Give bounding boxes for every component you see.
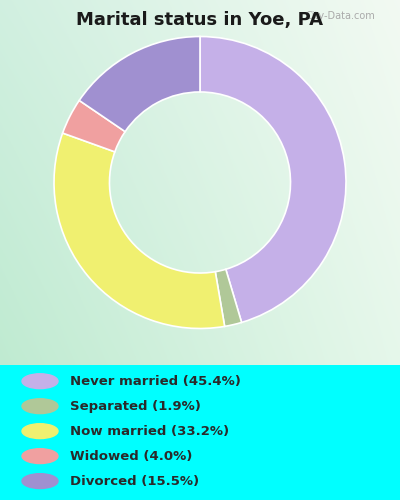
Wedge shape bbox=[79, 36, 200, 132]
Text: Never married (45.4%): Never married (45.4%) bbox=[70, 374, 241, 388]
Wedge shape bbox=[215, 270, 242, 326]
Ellipse shape bbox=[22, 474, 58, 488]
Text: Marital status in Yoe, PA: Marital status in Yoe, PA bbox=[76, 11, 324, 29]
Text: Widowed (4.0%): Widowed (4.0%) bbox=[70, 450, 192, 462]
Ellipse shape bbox=[22, 424, 58, 438]
Text: Separated (1.9%): Separated (1.9%) bbox=[70, 400, 201, 412]
Ellipse shape bbox=[22, 374, 58, 388]
Wedge shape bbox=[200, 36, 346, 323]
Wedge shape bbox=[54, 133, 225, 328]
Text: City-Data.com: City-Data.com bbox=[306, 11, 375, 21]
Wedge shape bbox=[63, 100, 125, 152]
Text: Now married (33.2%): Now married (33.2%) bbox=[70, 424, 229, 438]
Ellipse shape bbox=[22, 399, 58, 413]
Ellipse shape bbox=[22, 448, 58, 464]
Text: Divorced (15.5%): Divorced (15.5%) bbox=[70, 474, 199, 488]
